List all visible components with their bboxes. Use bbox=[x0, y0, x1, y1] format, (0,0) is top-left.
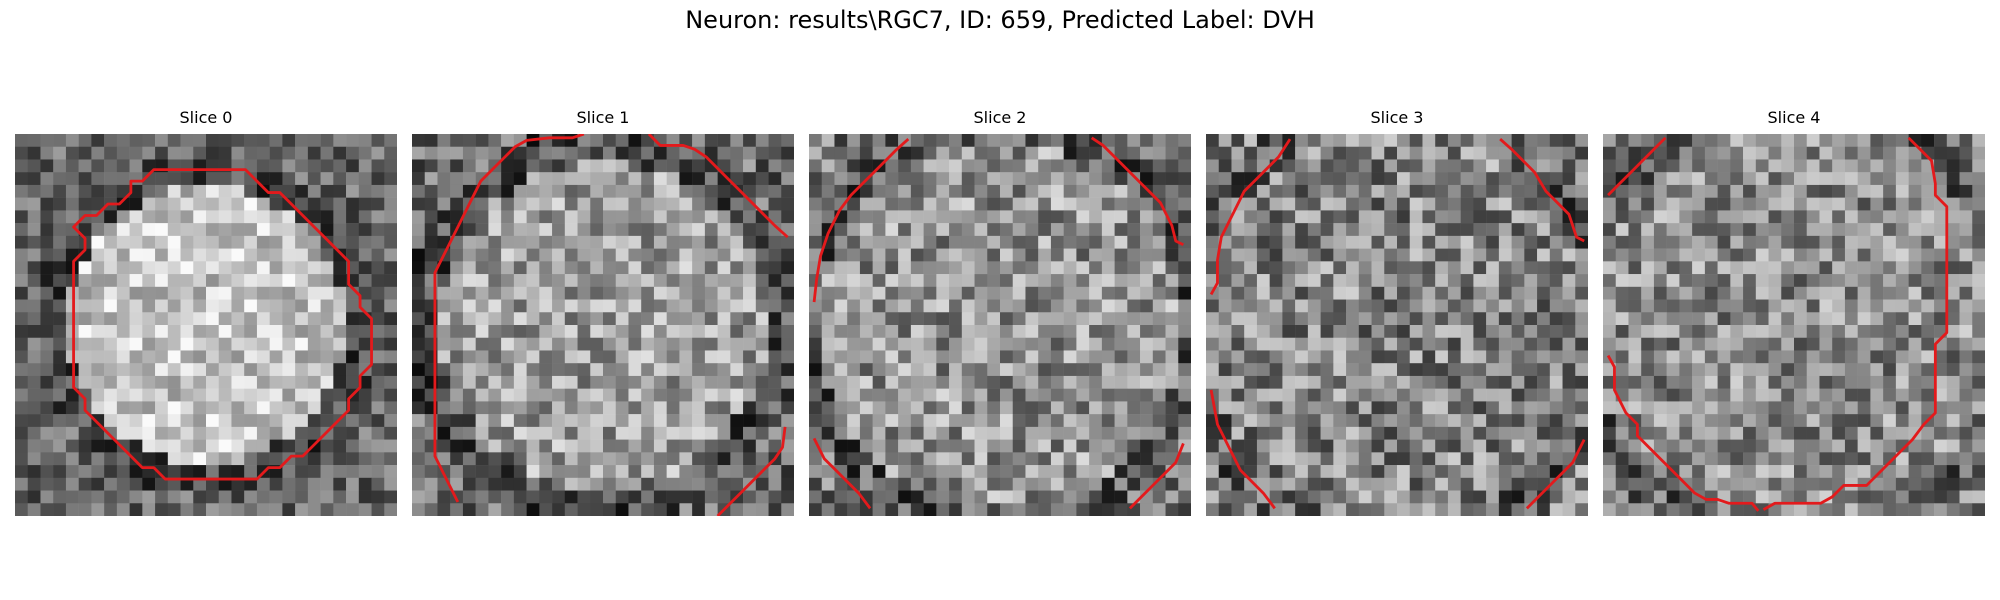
slice-panel-4: Slice 4 bbox=[1603, 108, 1985, 516]
slice-panel-2: Slice 2 bbox=[809, 108, 1191, 516]
slice-title: Slice 2 bbox=[973, 108, 1027, 127]
pixel-grid bbox=[1603, 134, 1985, 516]
pixel-grid bbox=[15, 134, 397, 516]
pixel-grid bbox=[412, 134, 794, 516]
slice-image bbox=[412, 134, 794, 516]
contour-line bbox=[1606, 354, 1760, 512]
contour-line bbox=[647, 134, 789, 239]
slice-image bbox=[15, 134, 397, 516]
contour-line bbox=[1128, 442, 1185, 510]
contour-line bbox=[1209, 389, 1276, 510]
contour-line bbox=[72, 168, 373, 481]
slice-title: Slice 1 bbox=[576, 108, 630, 127]
slice-panel-1: Slice 1 bbox=[412, 108, 794, 516]
contour-line bbox=[1499, 138, 1585, 243]
contour-line bbox=[1762, 136, 1949, 511]
slice-title: Slice 4 bbox=[1767, 108, 1821, 127]
figure-title: Neuron: results\RGC7, ID: 659, Predicted… bbox=[685, 6, 1315, 34]
contour-line bbox=[1090, 136, 1184, 247]
contour-line bbox=[1525, 438, 1586, 510]
contour-line bbox=[1209, 138, 1292, 296]
pixel-grid bbox=[1206, 134, 1588, 516]
contour-line bbox=[716, 426, 787, 516]
contour-line bbox=[812, 138, 910, 303]
slice-title: Slice 0 bbox=[179, 108, 233, 127]
contour-line bbox=[433, 134, 585, 503]
slice-image bbox=[809, 134, 1191, 516]
slice-image bbox=[1603, 134, 1985, 516]
slice-title: Slice 3 bbox=[1370, 108, 1424, 127]
pixel-grid bbox=[809, 134, 1191, 516]
slice-image bbox=[1206, 134, 1588, 516]
slice-panel-3: Slice 3 bbox=[1206, 108, 1588, 516]
contour-line bbox=[1607, 136, 1667, 197]
contour-line bbox=[812, 437, 872, 510]
slice-panel-0: Slice 0 bbox=[15, 108, 397, 516]
